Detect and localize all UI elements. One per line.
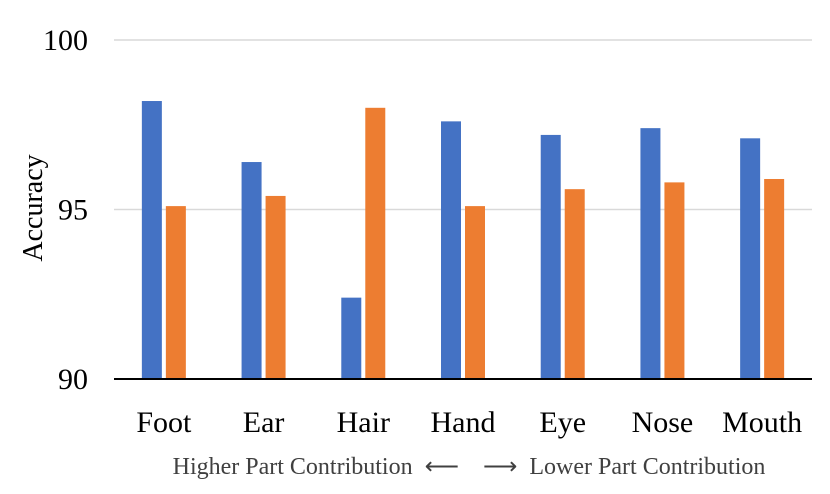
bar-foot-series-2 bbox=[165, 206, 186, 379]
bars bbox=[141, 101, 785, 380]
y-tick-label: 95 bbox=[58, 194, 88, 227]
x-category-label: Ear bbox=[243, 406, 285, 439]
bar-hair-series-2 bbox=[365, 107, 386, 380]
x-category-label: Hand bbox=[431, 406, 496, 439]
bar-eye-series-1 bbox=[540, 134, 561, 379]
bar-ear-series-1 bbox=[241, 162, 262, 379]
x-category-label: Mouth bbox=[722, 406, 802, 439]
bar-foot-series-1 bbox=[141, 101, 162, 380]
bar-hand-series-2 bbox=[465, 206, 485, 379]
bar-eye-series-2 bbox=[564, 189, 585, 379]
x-category-label: Eye bbox=[539, 406, 586, 439]
x-category-label: Foot bbox=[136, 406, 192, 439]
bar-hair-series-1 bbox=[341, 297, 362, 379]
bar-nose-series-1 bbox=[640, 128, 661, 379]
bar-mouth-series-2 bbox=[764, 178, 785, 379]
y-tick-label: 90 bbox=[58, 363, 88, 396]
gridlines bbox=[114, 39, 812, 211]
bar-hand-series-1 bbox=[441, 121, 461, 380]
y-axis-label: Accuracy bbox=[18, 154, 49, 261]
x-category-labels: Foot Ear Hair Hand Eye Nose Mouth bbox=[136, 406, 802, 439]
bar-ear-series-2 bbox=[265, 195, 286, 379]
x-category-label: Hair bbox=[337, 406, 390, 439]
x-category-label: Nose bbox=[632, 406, 694, 439]
bar-mouth-series-1 bbox=[740, 138, 761, 379]
y-tick-labels: 90 95 100 bbox=[43, 24, 88, 396]
bar-nose-series-2 bbox=[664, 182, 685, 379]
x-axis-caption: Higher Part Contribution ⟵ ⟶ Lower Part … bbox=[173, 454, 766, 480]
y-tick-label: 100 bbox=[43, 24, 88, 57]
